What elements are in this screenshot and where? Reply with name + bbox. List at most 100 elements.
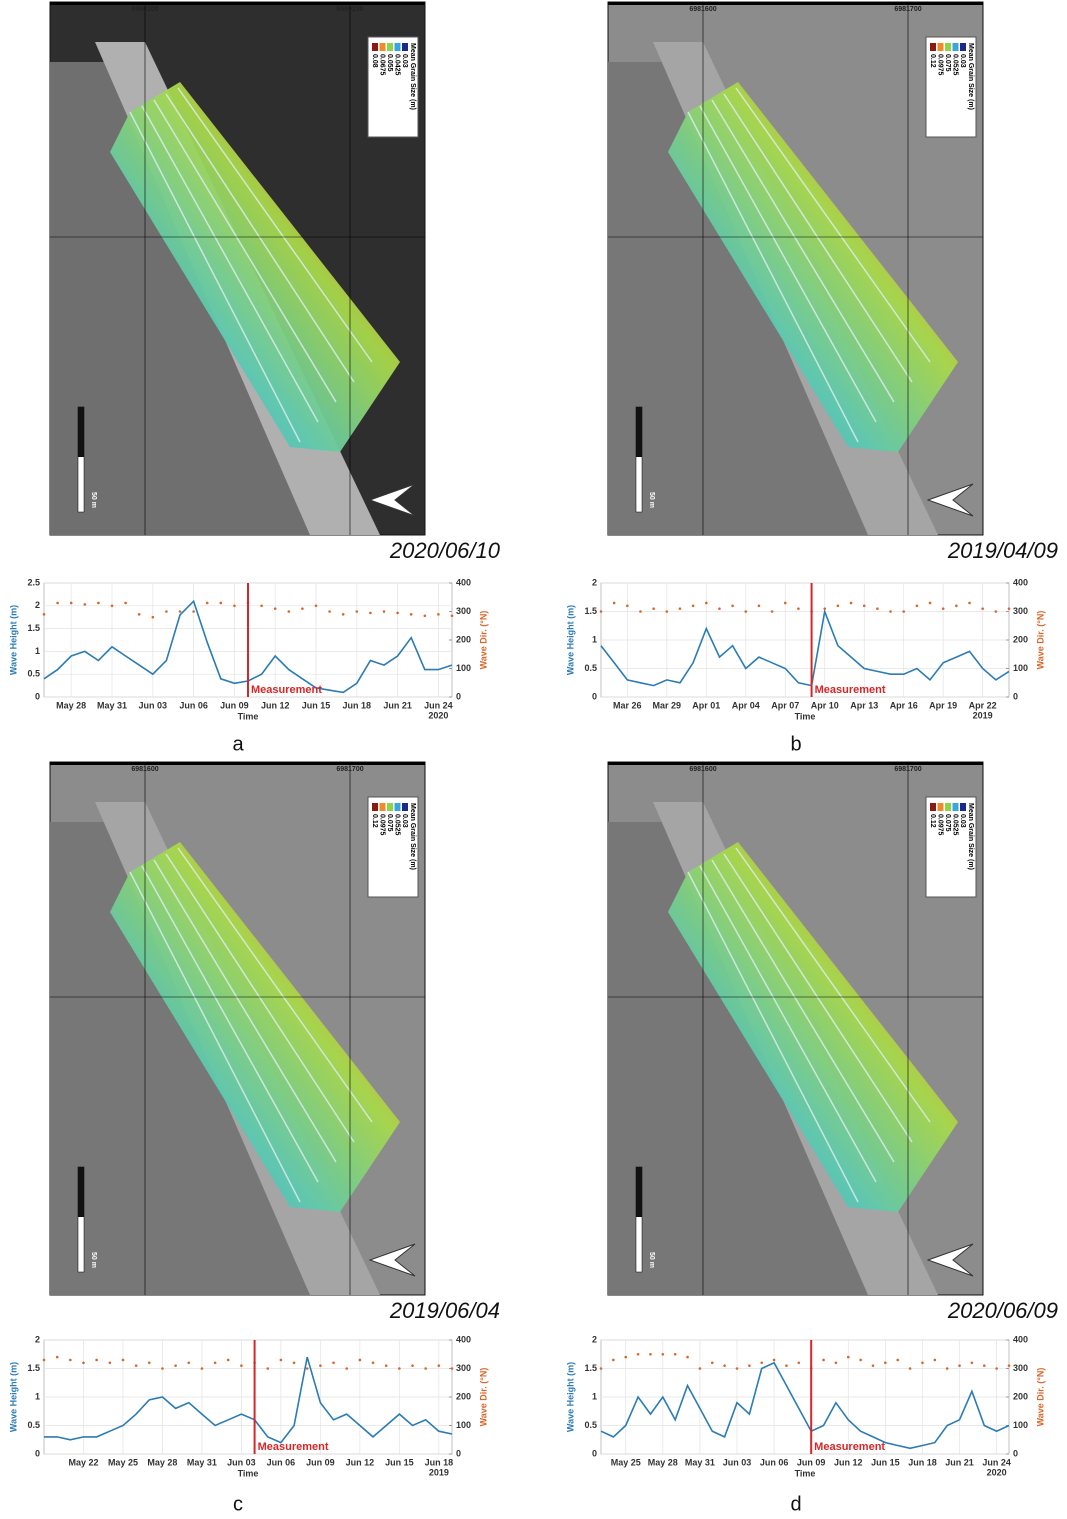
legend-label: 0.075 [386, 814, 393, 832]
wave-direction-point [450, 1367, 454, 1370]
contour-line [687, 111, 859, 443]
wave-direction-point [941, 607, 945, 610]
map-frame-top [50, 762, 425, 765]
wave-direction-point [636, 1352, 640, 1356]
legend-label: 0.08 [371, 54, 378, 68]
contour-line [177, 847, 373, 1123]
wave-direction-point [42, 613, 46, 616]
wave-direction-point [137, 613, 141, 616]
contour-line [699, 865, 877, 1183]
wave-direction-point [437, 1364, 441, 1367]
x-year-label: 2019 [973, 710, 993, 720]
legend-label: 0.075 [944, 814, 951, 832]
x-tick-label: Jun 21 [383, 700, 412, 710]
legend-title: Mean Grain Size (m) [409, 43, 416, 110]
wave-height-line [600, 608, 1010, 687]
wave-direction-point [358, 1358, 362, 1362]
measurement-label: Measurement [258, 1441, 329, 1453]
wave-direction-point [226, 1358, 230, 1362]
wave-direction-point [723, 1364, 726, 1367]
wave-direction-point [266, 1367, 270, 1370]
legend-label: 0.0675 [379, 54, 386, 76]
legend-swatch [379, 43, 386, 51]
wave-direction-point [328, 610, 331, 613]
map-grid-label: 6981600 [689, 766, 716, 773]
wave-direction-point [42, 1358, 46, 1362]
north-arrow [926, 1243, 974, 1277]
legend-label: 0.0425 [394, 54, 401, 76]
wave-direction-point [599, 1367, 603, 1370]
y-axis-title: Wave Height (m) [565, 605, 575, 675]
legend-label: 0.0975 [937, 814, 944, 836]
wave-direction-point [698, 1367, 702, 1370]
map-grid-label: 6960100 [131, 6, 158, 13]
wave-direction-point [233, 604, 236, 608]
y2-tick-label: 400 [1013, 577, 1028, 587]
wave-direction-point [862, 604, 866, 608]
legend-swatch [402, 43, 408, 51]
contour-line [129, 111, 301, 443]
x-tick-label: Jun 06 [179, 700, 208, 710]
measurement-label: Measurement [814, 1441, 885, 1453]
wave-direction-point [704, 601, 708, 605]
x-tick-label: Jun 06 [760, 1457, 789, 1467]
wave-direction-point [219, 601, 223, 605]
map-grid-label: 6960200 [336, 6, 363, 13]
x-tick-label: Apr 22 [969, 700, 997, 710]
map-grid-label: 6981700 [894, 6, 921, 13]
y2-tick-label: 200 [1013, 1391, 1028, 1401]
y-tick-label: 0 [592, 691, 597, 701]
y2-tick-label: 300 [1013, 1363, 1028, 1373]
y-tick-label: 2 [592, 577, 597, 587]
contour-line [141, 865, 319, 1183]
wave-direction-point [396, 611, 399, 615]
legend-swatch [387, 43, 393, 51]
legend-swatch [394, 43, 401, 51]
legend-label: 0.03 [959, 814, 966, 828]
wave-direction-point [915, 604, 919, 608]
wave-height-line [44, 1356, 453, 1444]
wave-direction-point [735, 1367, 739, 1370]
x-tick-label: Jun 18 [908, 1457, 937, 1467]
y-tick-label: 0 [592, 1448, 597, 1458]
wave-direction-point [161, 1367, 164, 1370]
wave-direction-point [836, 604, 840, 608]
wave-direction-point [187, 1361, 191, 1365]
y2-tick-label: 100 [1013, 663, 1028, 673]
wave-direction-point [612, 601, 616, 605]
y-tick-label: 1 [592, 634, 597, 644]
x-tick-label: Apr 13 [850, 700, 878, 710]
legend-swatch [930, 43, 936, 51]
y2-tick-label: 0 [1013, 691, 1018, 701]
wave-direction-point [178, 610, 182, 613]
legend-label: 0.03 [401, 814, 408, 828]
legend-swatch [937, 803, 944, 811]
x-tick-label: Apr 01 [692, 700, 720, 710]
map-grid-label: 6981600 [689, 6, 716, 13]
scale-bar-dark [636, 1167, 642, 1217]
wave-direction-point [876, 607, 879, 610]
y-tick-label: 0.5 [27, 1420, 40, 1430]
legend-label: 0.0975 [937, 54, 944, 76]
y2-axis-title: Wave Dir. (°N) [1035, 1368, 1045, 1427]
panel-label: a [232, 733, 244, 755]
x-tick-label: Jun 15 [385, 1457, 414, 1467]
wave-direction-point [908, 1367, 912, 1370]
y-tick-label: 1 [35, 1391, 40, 1401]
contour-line [165, 93, 355, 383]
legend-label: 0.0525 [952, 814, 959, 836]
x-tick-label: Jun 03 [723, 1457, 752, 1467]
wave-direction-point [292, 1361, 296, 1365]
x-tick-label: May 31 [97, 700, 127, 710]
wave-direction-point [823, 607, 827, 610]
map-grid-label: 6981600 [131, 766, 158, 773]
wave-direction-point [982, 1364, 986, 1367]
wave-direction-point [305, 1367, 309, 1370]
contour-line [177, 87, 373, 363]
wave-direction-point [121, 1358, 125, 1362]
x-year-label: 2019 [429, 1467, 449, 1477]
wave-direction-point [665, 610, 669, 613]
